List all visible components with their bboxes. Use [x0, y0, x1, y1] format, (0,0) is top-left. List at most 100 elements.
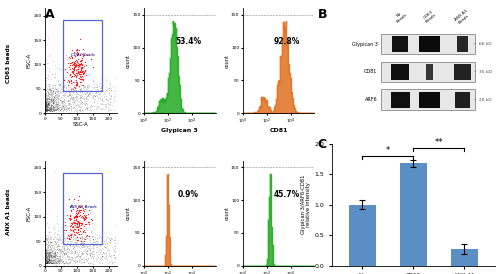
Point — [79, 85, 87, 90]
Point — [93, 242, 101, 247]
Point — [80, 215, 88, 219]
Point — [50, 99, 58, 103]
Point — [44, 251, 52, 256]
Point — [59, 240, 67, 244]
Point — [46, 257, 54, 261]
Point — [46, 87, 54, 92]
Point — [62, 248, 70, 252]
Point — [72, 95, 80, 99]
Point — [52, 91, 60, 96]
Point — [46, 259, 54, 264]
Point — [48, 105, 56, 109]
Point — [56, 253, 64, 257]
Point — [62, 111, 70, 116]
Point — [54, 86, 62, 90]
Point — [85, 242, 93, 247]
Point — [72, 64, 80, 68]
Point — [78, 253, 86, 257]
Point — [60, 246, 68, 250]
Point — [56, 258, 64, 263]
Point — [58, 247, 66, 251]
Point — [58, 255, 66, 259]
Point — [80, 252, 88, 256]
Point — [108, 237, 116, 241]
Point — [69, 91, 77, 95]
Point — [41, 99, 49, 104]
Point — [42, 102, 50, 106]
Point — [78, 83, 86, 87]
Point — [49, 89, 57, 94]
Point — [67, 107, 75, 112]
Point — [42, 249, 50, 253]
Point — [56, 244, 64, 249]
Point — [42, 258, 50, 262]
Point — [88, 242, 96, 247]
Point — [70, 258, 78, 263]
Point — [46, 255, 54, 259]
Point — [44, 102, 52, 107]
Point — [44, 101, 52, 106]
Point — [44, 101, 52, 106]
Point — [42, 108, 50, 113]
Point — [48, 92, 56, 96]
Point — [77, 204, 85, 208]
Point — [98, 236, 106, 241]
Point — [42, 241, 50, 246]
Point — [41, 261, 49, 266]
Point — [54, 259, 62, 263]
Point — [50, 99, 58, 104]
Point — [93, 105, 101, 109]
Point — [48, 260, 56, 264]
Point — [50, 97, 58, 101]
Point — [64, 99, 72, 103]
Point — [58, 89, 66, 93]
Point — [105, 237, 113, 241]
Point — [105, 80, 113, 85]
Point — [61, 107, 69, 111]
Point — [58, 89, 66, 93]
Point — [56, 68, 64, 72]
Text: 0.9%: 0.9% — [178, 190, 199, 199]
Point — [72, 209, 80, 213]
Point — [86, 57, 94, 61]
Point — [41, 256, 49, 260]
Point — [52, 263, 60, 267]
Point — [82, 243, 90, 248]
Point — [74, 244, 82, 248]
Point — [50, 255, 58, 259]
Point — [42, 104, 50, 109]
Point — [41, 247, 49, 251]
Point — [66, 223, 74, 227]
Point — [111, 223, 119, 228]
Point — [72, 103, 80, 108]
Point — [63, 80, 71, 84]
Point — [60, 253, 68, 257]
Point — [76, 69, 84, 73]
Point — [76, 77, 84, 81]
Point — [76, 107, 84, 111]
Point — [45, 97, 53, 101]
Point — [92, 101, 100, 105]
Point — [50, 89, 58, 93]
Point — [44, 100, 52, 104]
Point — [84, 260, 92, 265]
Point — [44, 260, 52, 264]
Point — [74, 82, 82, 87]
Point — [72, 214, 80, 218]
Point — [51, 254, 59, 258]
Point — [111, 89, 119, 93]
Point — [60, 107, 68, 112]
Point — [62, 75, 70, 79]
X-axis label: CD81: CD81 — [270, 127, 288, 133]
Point — [66, 92, 74, 97]
Point — [46, 88, 54, 93]
Point — [50, 249, 58, 254]
Point — [48, 99, 56, 104]
Point — [66, 96, 74, 100]
Point — [108, 95, 116, 100]
Point — [80, 236, 88, 241]
Point — [70, 197, 78, 201]
Point — [73, 208, 81, 213]
Point — [77, 226, 85, 230]
Point — [44, 100, 52, 105]
